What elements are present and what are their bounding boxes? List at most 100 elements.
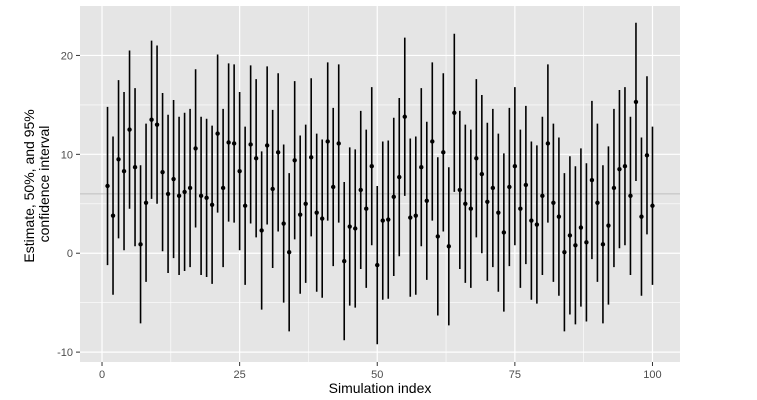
estimate-point: [231, 141, 237, 146]
estimate-point: [402, 114, 407, 119]
estimate-point: [562, 250, 567, 255]
estimate-points: [105, 99, 655, 268]
estimate-point: [375, 262, 380, 268]
estimate-point: [622, 164, 628, 169]
estimate-point: [132, 164, 138, 170]
estimate-point: [430, 139, 435, 144]
estimate-point: [611, 185, 617, 191]
estimate-point: [358, 187, 363, 193]
estimate-point: [242, 203, 248, 208]
estimate-point: [397, 174, 402, 180]
estimate-point: [474, 156, 479, 161]
estimate-point: [215, 131, 220, 136]
estimate-point: [264, 143, 270, 148]
estimate-point: [540, 193, 545, 199]
estimate-point: [595, 200, 600, 205]
estimate-point: [314, 210, 319, 215]
estimate-point: [534, 222, 540, 227]
estimate-point: [171, 176, 176, 182]
x-tick-label: 0: [99, 369, 105, 381]
estimate-point: [303, 201, 308, 206]
estimate-point: [578, 225, 584, 230]
x-tick-label: 100: [643, 369, 661, 381]
estimate-point: [617, 166, 622, 172]
estimate-point: [342, 258, 347, 264]
estimate-point: [154, 122, 160, 127]
estimate-point: [237, 168, 242, 174]
estimate-point: [325, 139, 330, 144]
estimate-point: [496, 210, 501, 215]
estimate-point: [650, 203, 655, 208]
estimate-point: [573, 243, 578, 248]
x-tick-label: 50: [371, 369, 383, 381]
estimate-point: [523, 182, 529, 188]
estimate-point: [143, 200, 149, 205]
x-axis-title: Simulation index: [329, 380, 432, 396]
estimate-point: [490, 185, 496, 191]
estimate-point: [633, 99, 639, 105]
estimate-point: [435, 234, 440, 239]
estimate-point: [138, 242, 143, 247]
estimate-point: [270, 186, 275, 192]
estimate-point: [297, 212, 303, 217]
plot-panel: [80, 6, 680, 362]
estimate-point: [567, 233, 573, 238]
estimate-point: [413, 213, 418, 218]
estimate-point: [551, 200, 556, 205]
estimate-point: [116, 157, 121, 162]
estimate-point: [507, 184, 512, 190]
estimate-point: [446, 244, 452, 249]
y-axis-ticks: -10 0 10 20: [57, 50, 80, 359]
grid-minor: [80, 6, 680, 362]
estimate-point: [275, 150, 281, 155]
y-tick-label: -10: [57, 347, 73, 359]
estimate-point: [105, 183, 110, 189]
estimate-point: [479, 171, 485, 177]
y-axis-title: Estimate, 50%, and 95% confidence interv…: [21, 105, 52, 262]
estimate-point: [220, 185, 226, 191]
estimate-point: [386, 217, 391, 222]
x-tick-label: 75: [509, 369, 521, 381]
estimate-point: [308, 155, 314, 160]
estimate-point: [419, 164, 424, 170]
estimate-point: [529, 218, 534, 223]
estimate-point: [408, 215, 413, 220]
x-axis-ticks: 0 25 50 75 100: [99, 362, 662, 381]
estimate-point: [248, 142, 253, 147]
estimate-point: [606, 223, 611, 228]
estimate-point: [165, 191, 171, 197]
y-axis-title-line-2: confidence interval: [36, 126, 52, 243]
estimate-point: [545, 141, 551, 146]
estimate-point: [110, 213, 116, 218]
y-tick-label: 0: [67, 248, 73, 260]
estimate-point: [204, 195, 209, 201]
estimate-point: [485, 199, 490, 204]
estimate-point: [187, 185, 193, 191]
y-axis-title-line-1: Estimate, 50%, and 95%: [21, 109, 37, 262]
estimate-point: [364, 206, 369, 211]
estimate-point: [369, 164, 374, 169]
estimate-point: [292, 158, 297, 163]
estimate-point: [644, 153, 650, 158]
estimate-point: [639, 214, 644, 219]
estimate-point: [512, 164, 518, 169]
estimate-point: [286, 250, 292, 255]
estimate-point: [127, 127, 132, 132]
estimate-point: [518, 206, 523, 211]
estimate-point: [336, 141, 341, 146]
estimate-point: [259, 228, 264, 233]
estimate-point: [149, 117, 154, 122]
estimate-point: [463, 201, 468, 206]
estimate-point: [501, 230, 507, 235]
y-tick-label: 10: [61, 149, 73, 161]
y-tick-label: 20: [61, 50, 73, 62]
estimate-point: [253, 156, 259, 161]
x-tick-label: 25: [234, 369, 246, 381]
estimate-point: [347, 224, 352, 229]
estimate-point: [176, 193, 182, 199]
estimate-point: [226, 140, 231, 145]
estimate-point: [353, 226, 358, 231]
estimate-point: [160, 169, 165, 175]
